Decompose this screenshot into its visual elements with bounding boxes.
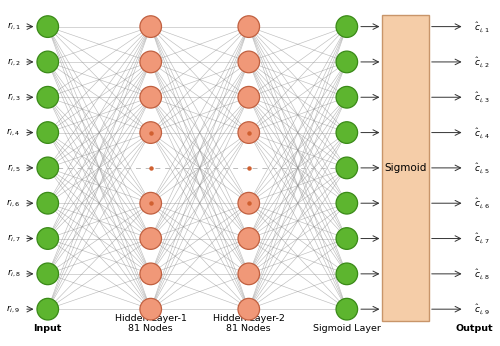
Ellipse shape: [238, 192, 260, 214]
Ellipse shape: [140, 298, 162, 320]
Ellipse shape: [238, 16, 260, 37]
Ellipse shape: [336, 263, 357, 285]
Ellipse shape: [140, 16, 162, 37]
Text: $r_{i,3}$: $r_{i,3}$: [6, 92, 21, 103]
Ellipse shape: [140, 86, 162, 108]
Ellipse shape: [336, 298, 357, 320]
Ellipse shape: [37, 122, 58, 143]
Text: $\hat{c}_{i,4}$: $\hat{c}_{i,4}$: [474, 126, 490, 139]
Ellipse shape: [336, 157, 357, 179]
Text: $r_{i,2}$: $r_{i,2}$: [6, 56, 21, 67]
Ellipse shape: [336, 16, 357, 37]
FancyBboxPatch shape: [382, 15, 429, 321]
Ellipse shape: [37, 298, 58, 320]
Text: $\hat{c}_{i,2}$: $\hat{c}_{i,2}$: [474, 55, 490, 69]
Text: $r_{i,6}$: $r_{i,6}$: [6, 198, 21, 209]
Ellipse shape: [37, 263, 58, 285]
Text: $\hat{c}_{i,7}$: $\hat{c}_{i,7}$: [474, 231, 490, 245]
Text: Input: Input: [34, 324, 62, 333]
Ellipse shape: [37, 157, 58, 179]
Ellipse shape: [238, 228, 260, 249]
Ellipse shape: [140, 228, 162, 249]
Text: $r_{i,9}$: $r_{i,9}$: [6, 303, 21, 315]
Text: $\hat{c}_{i,5}$: $\hat{c}_{i,5}$: [474, 161, 490, 175]
Text: $r_{i,4}$: $r_{i,4}$: [6, 127, 21, 138]
Text: $\hat{c}_{i,3}$: $\hat{c}_{i,3}$: [474, 90, 490, 104]
Text: $\hat{c}_{i,1}$: $\hat{c}_{i,1}$: [474, 20, 490, 34]
Text: $r_{i,5}$: $r_{i,5}$: [6, 162, 21, 174]
Ellipse shape: [238, 122, 260, 143]
Text: Sigmoid Layer: Sigmoid Layer: [313, 324, 381, 333]
Ellipse shape: [238, 298, 260, 320]
Ellipse shape: [140, 122, 162, 143]
Text: $r_{i,7}$: $r_{i,7}$: [6, 233, 21, 244]
Text: $\hat{c}_{i,6}$: $\hat{c}_{i,6}$: [474, 196, 490, 210]
Text: $\hat{c}_{i,9}$: $\hat{c}_{i,9}$: [474, 302, 490, 316]
Text: $r_{i,1}$: $r_{i,1}$: [6, 21, 21, 32]
Text: Hidden Layer-2
81 Nodes: Hidden Layer-2 81 Nodes: [213, 313, 284, 333]
Text: Output: Output: [456, 324, 493, 333]
Ellipse shape: [336, 86, 357, 108]
Ellipse shape: [336, 51, 357, 73]
Text: Sigmoid: Sigmoid: [384, 163, 427, 173]
Text: $r_{i,8}$: $r_{i,8}$: [6, 268, 21, 280]
Ellipse shape: [37, 228, 58, 249]
Text: Hidden Layer-1
81 Nodes: Hidden Layer-1 81 Nodes: [115, 313, 186, 333]
Ellipse shape: [140, 192, 162, 214]
Ellipse shape: [238, 263, 260, 285]
Ellipse shape: [336, 228, 357, 249]
Ellipse shape: [336, 192, 357, 214]
Ellipse shape: [37, 86, 58, 108]
Text: $\hat{c}_{i,8}$: $\hat{c}_{i,8}$: [474, 267, 490, 281]
Ellipse shape: [238, 86, 260, 108]
Ellipse shape: [336, 122, 357, 143]
Ellipse shape: [238, 51, 260, 73]
Ellipse shape: [37, 51, 58, 73]
Ellipse shape: [37, 192, 58, 214]
Ellipse shape: [140, 51, 162, 73]
Ellipse shape: [140, 263, 162, 285]
Ellipse shape: [37, 16, 58, 37]
